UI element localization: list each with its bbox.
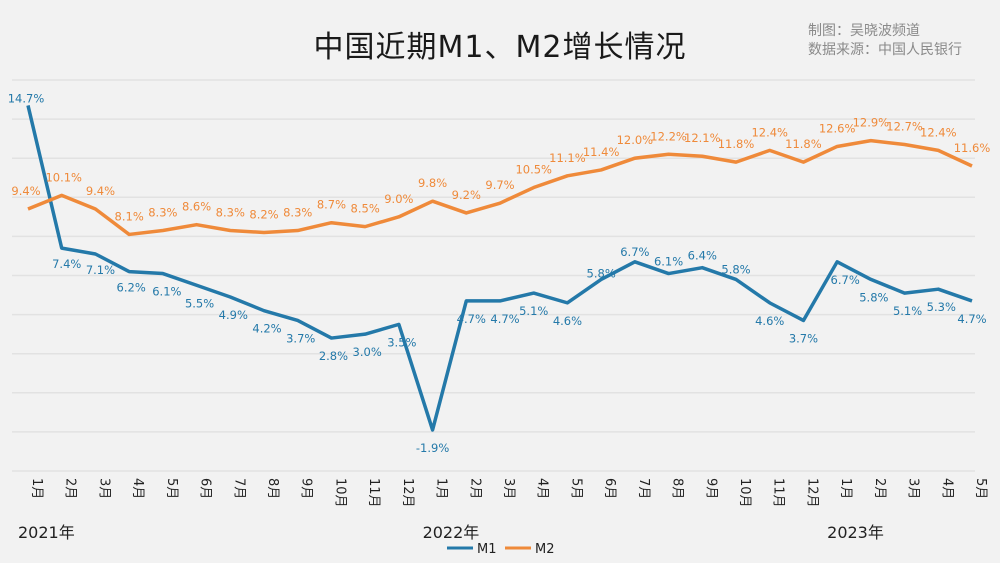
data-label: 12.1% <box>684 131 721 145</box>
data-label: 12.6% <box>819 121 856 135</box>
data-label: 4.6% <box>553 314 582 328</box>
data-label: 4.6% <box>755 314 784 328</box>
data-label: 5.3% <box>927 300 956 314</box>
data-label: 11.8% <box>718 137 755 151</box>
x-tick-label: 4月 <box>939 478 954 499</box>
x-tick-label: 5月 <box>568 478 583 499</box>
data-label: 6.1% <box>152 285 181 299</box>
year-label: 2021年 <box>18 523 75 542</box>
x-tick-label: 4月 <box>535 478 550 499</box>
data-label: 12.4% <box>920 125 957 139</box>
data-label: 11.4% <box>583 145 620 159</box>
data-label: 8.2% <box>249 207 278 221</box>
data-label: 2.8% <box>319 349 348 363</box>
data-label: 4.9% <box>219 308 248 322</box>
data-label: 7.4% <box>52 257 81 271</box>
data-label: 8.6% <box>182 200 211 214</box>
data-label: 6.1% <box>654 255 683 269</box>
x-tick-label: 9月 <box>299 478 314 499</box>
data-label: 11.8% <box>785 137 822 151</box>
legend-label: M2 <box>535 542 555 557</box>
data-label: 8.3% <box>283 206 312 220</box>
data-label: -1.9% <box>416 441 449 455</box>
data-label: 9.8% <box>418 176 447 190</box>
x-tick-label: 6月 <box>602 478 617 499</box>
data-label: 14.7% <box>8 91 45 105</box>
year-label: 2023年 <box>827 523 884 542</box>
x-tick-label: 1月 <box>838 478 853 499</box>
data-label: 8.5% <box>351 202 380 216</box>
data-label: 12.7% <box>886 120 923 134</box>
x-tick-label: 7月 <box>636 478 651 499</box>
data-label: 5.8% <box>721 262 750 276</box>
data-label: 4.2% <box>252 322 281 336</box>
data-label: 12.0% <box>617 133 654 147</box>
x-tick-label: 8月 <box>670 478 685 499</box>
data-label: 3.5% <box>387 335 416 349</box>
x-tick-label: 2月 <box>467 478 482 499</box>
data-label: 8.3% <box>148 206 177 220</box>
year-label: 2022年 <box>423 523 480 542</box>
data-label: 6.4% <box>688 249 717 263</box>
x-tick-label: 1月 <box>29 478 44 499</box>
data-label: 5.5% <box>185 296 214 310</box>
x-tick-label: 12月 <box>804 478 819 508</box>
series-line-m2 <box>27 138 973 237</box>
x-tick-label: 3月 <box>501 478 516 499</box>
data-label: 12.9% <box>853 116 890 130</box>
data-label: 5.1% <box>519 304 548 318</box>
data-label: 8.7% <box>317 198 346 212</box>
x-tick-label: 11月 <box>366 478 381 508</box>
data-label: 9.7% <box>485 178 514 192</box>
data-label: 10.5% <box>515 163 552 177</box>
data-label: 8.3% <box>216 206 245 220</box>
legend-label: M1 <box>477 542 497 557</box>
data-label: 7.1% <box>86 263 115 277</box>
data-label: 12.4% <box>751 125 788 139</box>
x-tick-label: 3月 <box>96 478 111 499</box>
chart-credit: 制图：吴晓波频道 <box>808 23 920 39</box>
x-tick-label: 3月 <box>906 478 921 499</box>
x-tick-label: 1月 <box>434 478 449 499</box>
data-label: 3.7% <box>286 331 315 345</box>
data-label: 3.7% <box>789 331 818 345</box>
data-label: 5.8% <box>587 266 616 280</box>
x-tick-label: 2月 <box>872 478 887 499</box>
data-label: 9.2% <box>452 188 481 202</box>
x-tick-label: 10月 <box>737 478 752 508</box>
x-tick-label: 7月 <box>231 478 246 499</box>
data-label: 4.7% <box>457 312 486 326</box>
data-label: 4.7% <box>957 312 986 326</box>
data-label: 6.7% <box>620 245 649 259</box>
x-tick-label: 9月 <box>703 478 718 499</box>
data-label: 8.1% <box>115 209 144 223</box>
x-tick-label: 4月 <box>130 478 145 499</box>
x-tick-label: 10月 <box>332 478 347 508</box>
data-label: 6.2% <box>117 281 146 295</box>
data-label: 9.4% <box>11 184 40 198</box>
x-tick-label: 11月 <box>771 478 786 508</box>
chart-title: 中国近期M1、M2增长情况 <box>313 30 687 65</box>
x-tick-label: 8月 <box>265 478 280 499</box>
data-label: 12.2% <box>650 129 687 143</box>
x-tick-label: 12月 <box>400 478 415 508</box>
data-label: 11.6% <box>954 141 991 155</box>
x-tick-label: 6月 <box>198 478 213 499</box>
x-tick-label: 5月 <box>973 478 988 499</box>
data-label: 11.1% <box>549 151 586 165</box>
data-source: 数据来源：中国人民银行 <box>808 42 962 58</box>
series-line-m1 <box>26 105 973 432</box>
data-label: 5.1% <box>893 304 922 318</box>
data-label: 10.1% <box>45 170 82 184</box>
data-label: 9.0% <box>384 192 413 206</box>
data-label: 3.0% <box>353 345 382 359</box>
data-label: 5.8% <box>859 290 888 304</box>
x-tick-label: 5月 <box>164 478 179 499</box>
data-label: 4.7% <box>490 312 519 326</box>
data-label: 6.7% <box>831 273 860 287</box>
x-tick-label: 2月 <box>63 478 78 499</box>
data-label: 9.4% <box>86 184 115 198</box>
